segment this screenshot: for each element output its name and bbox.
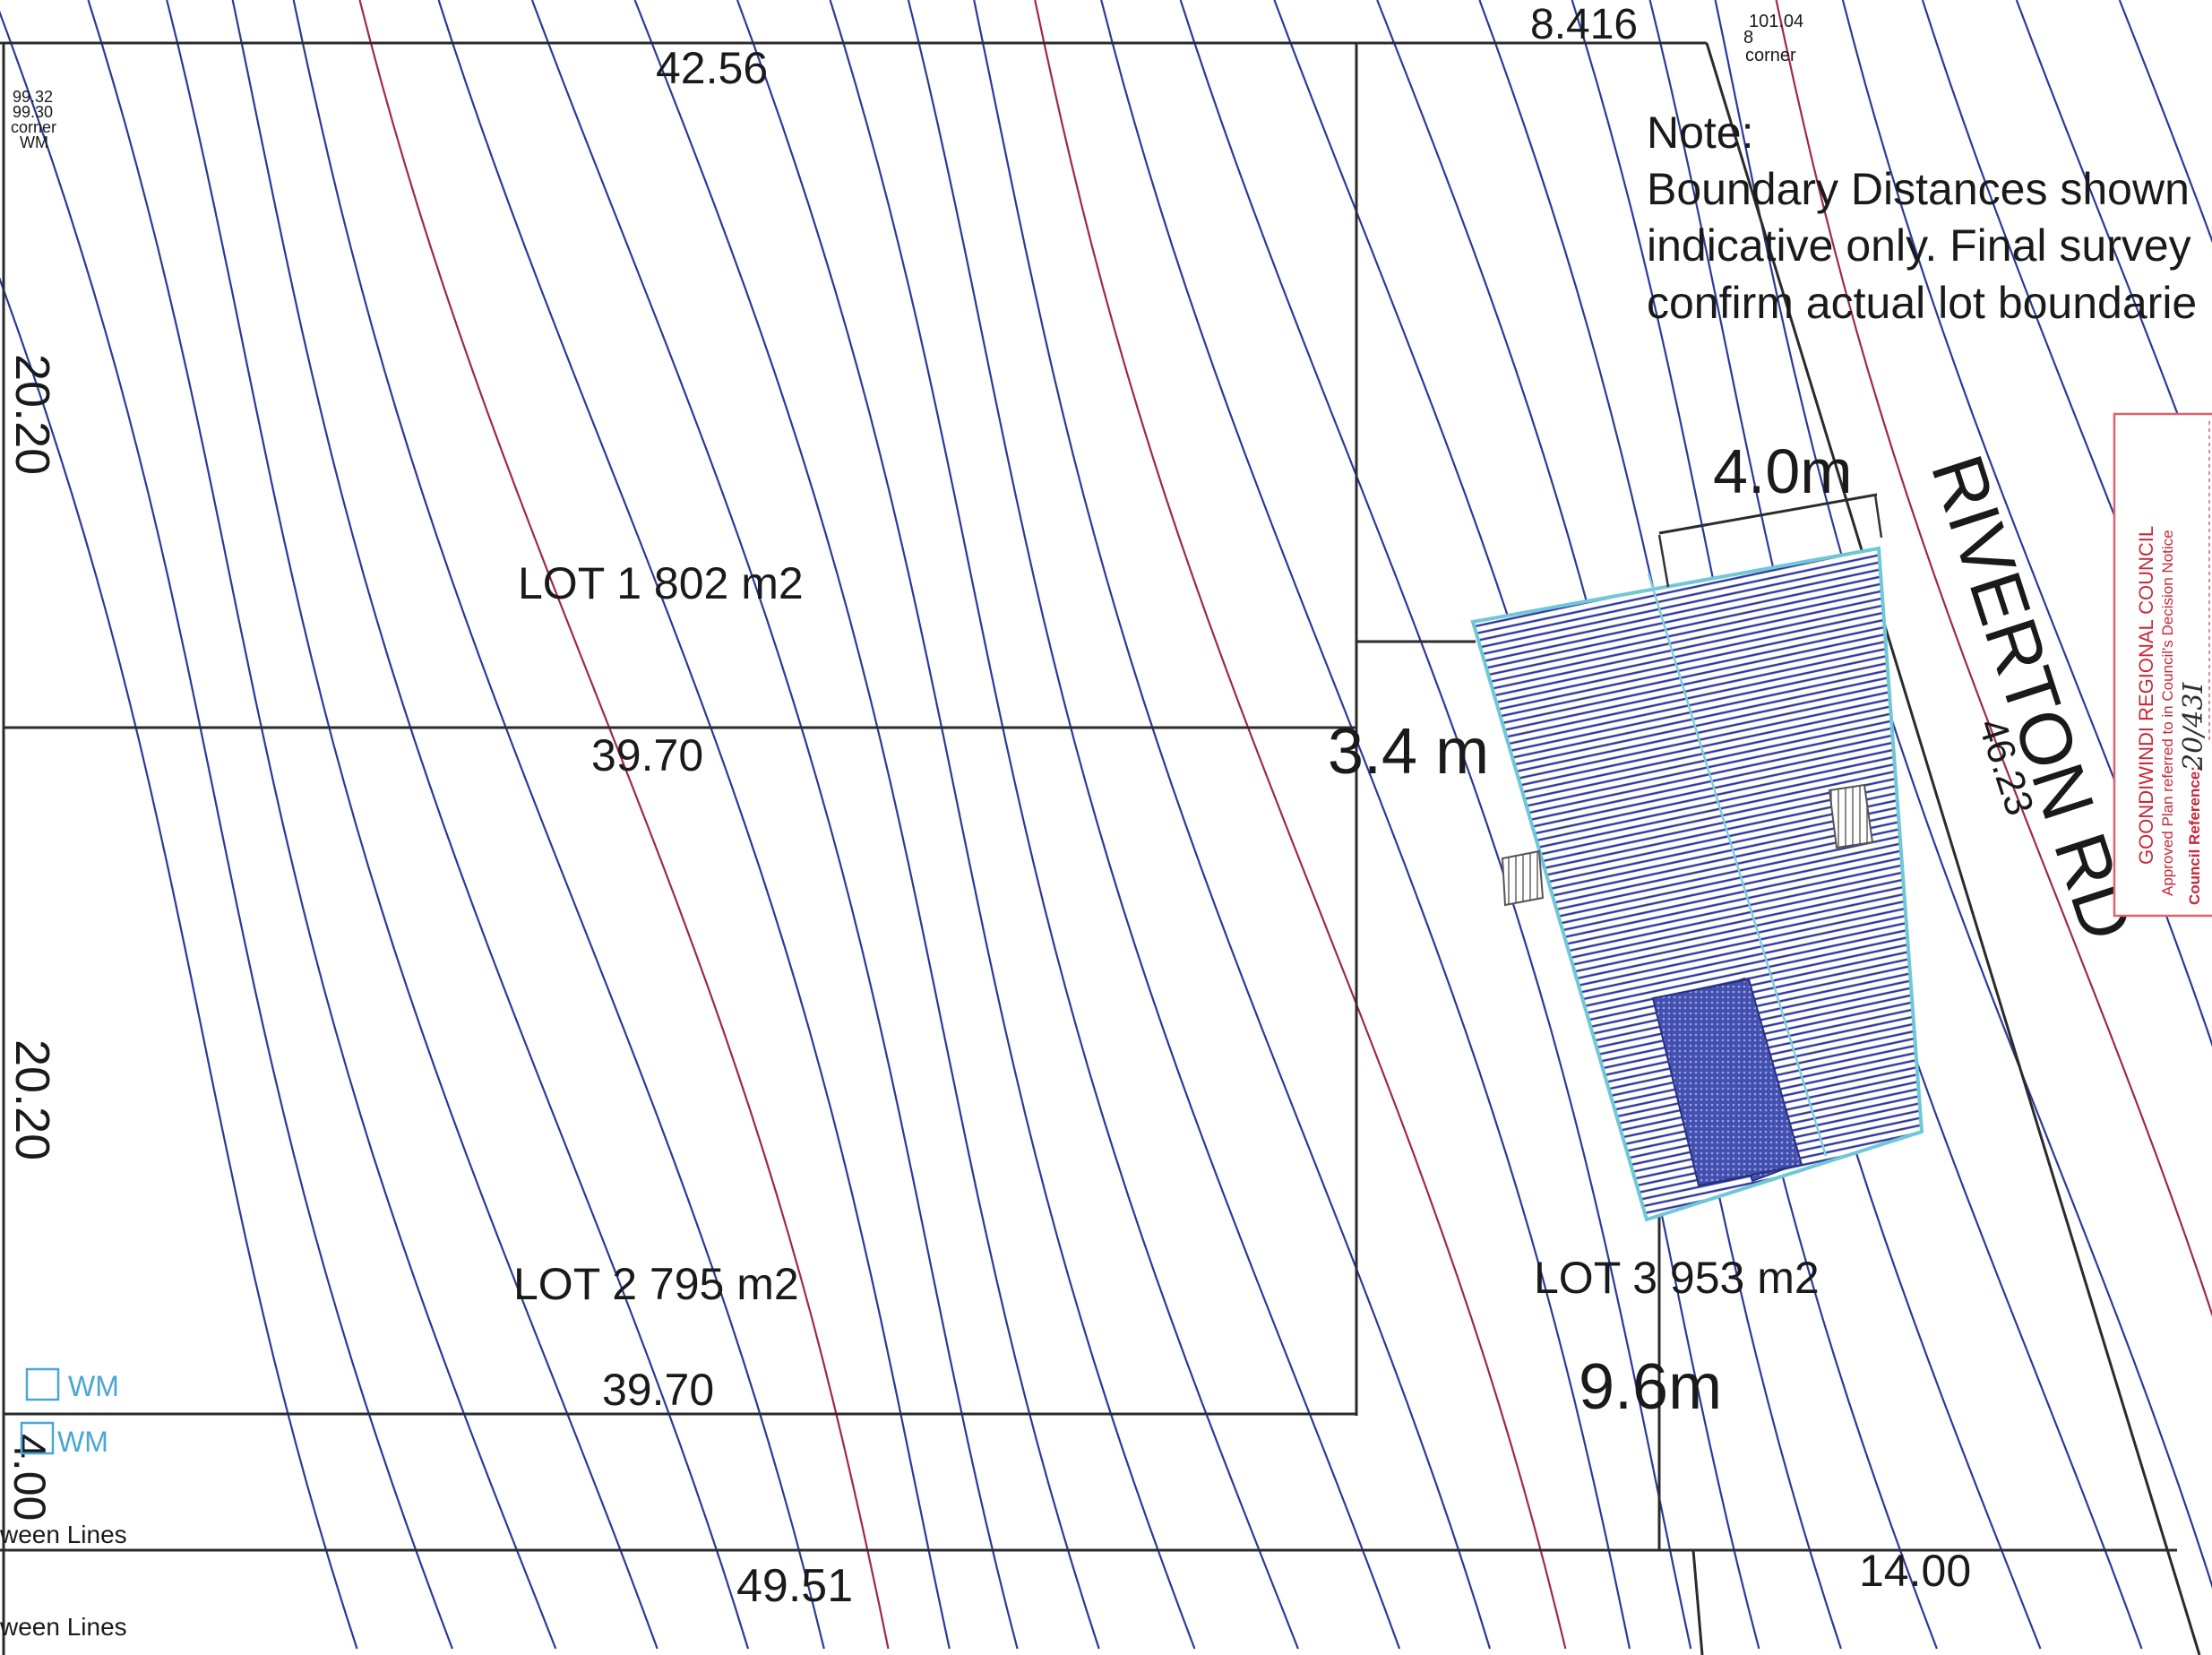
corner-tl-value-1: 99.32 [13, 88, 53, 106]
lot-3-label: LOT 3 953 m2 [1534, 1253, 1820, 1303]
contour-line [829, 0, 1299, 1650]
dim-top-left: 42.56 [656, 43, 768, 93]
stamp-council: GOONDIWINDI REGIONAL COUNCIL [2135, 526, 2157, 865]
contour-line-major [1034, 0, 1567, 1650]
contour-line [633, 0, 1100, 1650]
stamp-ref-label: Council Reference: [2186, 766, 2203, 905]
lot-1-label: LOT 1 802 m2 [518, 558, 804, 608]
note-line-3: confirm actual lot boundarie [1647, 278, 2197, 328]
stamp-ref-value: 20/43I [2178, 682, 2209, 771]
lot-1-frontage: 39.70 [591, 730, 703, 780]
corner-tl-label: corner [11, 118, 56, 136]
corner-tl-value-2: 99.30 [13, 103, 53, 121]
contour-line [1179, 0, 1692, 1650]
setback-rear: 9.6m [1579, 1351, 1722, 1423]
corner-tr-value: 101.04 [1749, 12, 1803, 31]
contour-line [437, 0, 951, 1650]
between-lines-2: ween Lines [0, 1613, 127, 1641]
water-meter-1: WM [68, 1370, 119, 1402]
between-lines-1: ween Lines [0, 1521, 127, 1548]
setback-side: 3.4 m [1328, 716, 1489, 788]
note-line-2: indicative only. Final survey [1647, 220, 2191, 271]
water-meter-box-2 [20, 1421, 55, 1455]
setback-lines [1657, 494, 1883, 588]
lot-boundaries [0, 41, 2201, 1655]
dim-left-upper: 20.20 [5, 354, 59, 475]
stamp-line: Approved Plan referred to in Council's D… [2159, 530, 2176, 896]
contour-line [736, 0, 1196, 1650]
house-footprint [1470, 546, 1924, 1222]
setback-road: 4.0m [1713, 436, 1853, 506]
contour-line [973, 0, 1492, 1650]
note-line-1: Boundary Distances shown [1647, 164, 2190, 214]
water-meter-box-1 [25, 1367, 60, 1401]
dim-left-bottom: 4.00 [4, 1434, 55, 1521]
dim-top-right: 8.416 [1530, 1, 1638, 48]
corner-tr-label: corner [1745, 46, 1796, 65]
dim-left-lower: 20.20 [5, 1039, 59, 1160]
water-meter-2: WM [57, 1426, 108, 1458]
contour-line [530, 0, 1019, 1650]
contour-line [0, 277, 358, 1650]
note-title: Note: [1647, 108, 1754, 158]
contour-line [231, 0, 750, 1650]
contour-line-major [358, 0, 890, 1650]
contour-line [907, 0, 1401, 1650]
corner-tl-code: WM [20, 134, 48, 151]
contour-line [166, 0, 658, 1650]
contour-line [292, 0, 825, 1650]
lot-2-frontage: 39.70 [602, 1365, 714, 1415]
contour-line [0, 10, 453, 1650]
contour-line [1921, 0, 2212, 779]
contour-line-major [1775, 0, 2212, 1317]
dim-bottom-right: 14.00 [1859, 1546, 1971, 1596]
lot-2-label: LOT 2 795 m2 [513, 1259, 799, 1309]
contour-line [1714, 0, 2212, 1589]
council-approval-stamp: GOONDIWINDI REGIONAL COUNCIL Approved Pl… [2113, 412, 2212, 918]
contour-line [87, 0, 557, 1650]
dim-bottom-mid: 49.51 [736, 1560, 853, 1612]
contour-line [1100, 0, 1631, 1650]
corner-tr-sub: 8 [1743, 28, 1753, 47]
contour-line [2015, 0, 2212, 511]
